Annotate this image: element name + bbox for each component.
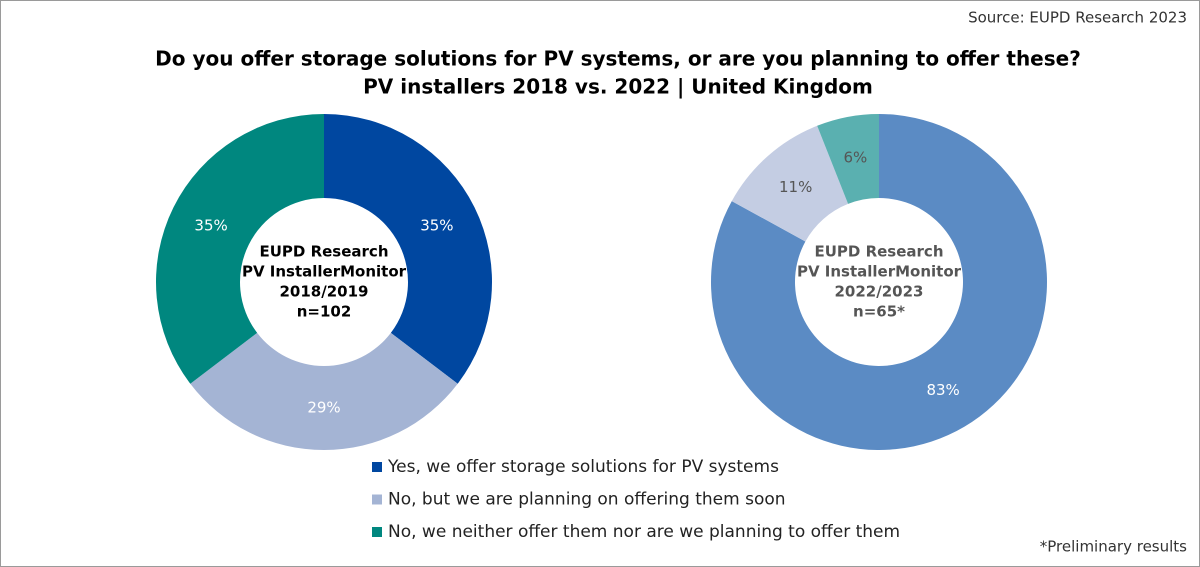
center-label: EUPD Research xyxy=(814,243,943,261)
donut-slice xyxy=(324,114,492,384)
chart-subtitle: PV installers 2018 vs. 2022 | United Kin… xyxy=(363,75,873,99)
value-label: 29% xyxy=(307,399,340,417)
center-label: n=102 xyxy=(297,303,352,321)
center-label: PV InstallerMonitor xyxy=(242,263,407,281)
value-label: 6% xyxy=(843,149,867,167)
legend-label: Yes, we offer storage solutions for PV s… xyxy=(387,457,779,477)
chart-title: Do you offer storage solutions for PV sy… xyxy=(155,47,1081,71)
value-label: 35% xyxy=(194,217,227,235)
center-label: 2018/2019 xyxy=(280,283,369,301)
legend-swatch xyxy=(372,527,382,537)
donut-slice xyxy=(156,114,324,384)
donut-slice xyxy=(190,332,458,450)
legend-swatch xyxy=(372,494,382,505)
donut-slice xyxy=(817,114,879,204)
value-label: 83% xyxy=(926,381,959,399)
value-label: 35% xyxy=(420,217,453,235)
donut-slice xyxy=(731,125,849,242)
footnote: *Preliminary results xyxy=(1040,538,1187,556)
center-label: 2022/2023 xyxy=(835,283,924,301)
center-label: EUPD Research xyxy=(259,243,388,261)
source: Source: EUPD Research 2023 xyxy=(968,9,1187,27)
legend-label: No, but we are planning on offering them… xyxy=(388,490,786,510)
legend-label: No, we neither offer them nor are we pla… xyxy=(388,522,900,542)
legend-swatch xyxy=(372,462,382,472)
center-label: n=65* xyxy=(853,303,905,321)
center-label: PV InstallerMonitor xyxy=(797,263,962,281)
donut-slice xyxy=(710,114,1047,451)
value-label: 11% xyxy=(779,178,812,196)
